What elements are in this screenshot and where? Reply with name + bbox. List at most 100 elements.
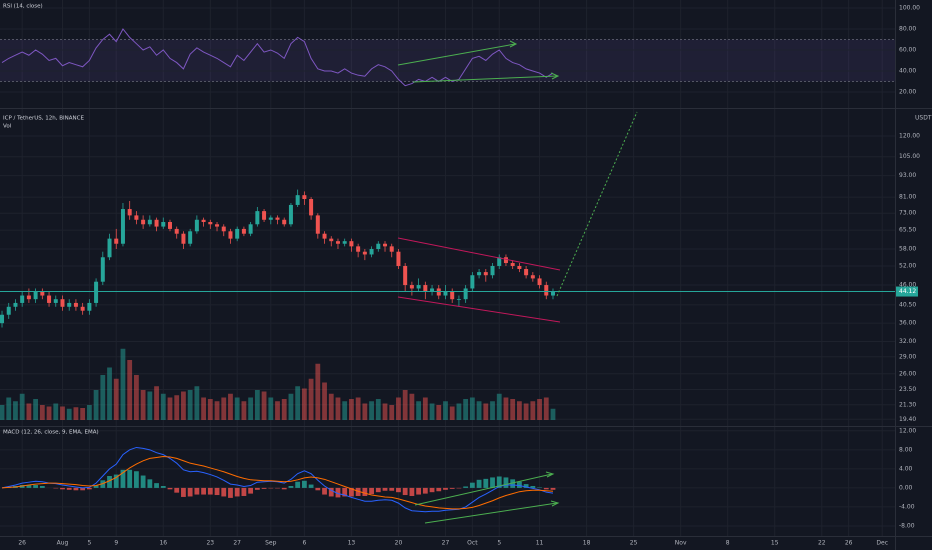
macd-trendline [424, 502, 558, 524]
volume-bar [483, 403, 489, 420]
candle-body [60, 299, 65, 307]
volume-bar [100, 375, 106, 420]
volume-bar [39, 405, 45, 420]
volume-bar [66, 408, 72, 420]
volume-bar [382, 403, 388, 420]
volume-bar [490, 401, 495, 420]
candle-body [288, 204, 293, 225]
macd-histogram-bar [389, 487, 395, 491]
volume-bar [214, 401, 220, 420]
volume-bar [362, 403, 368, 420]
candle-body [524, 269, 529, 276]
macd-histogram-bar [543, 487, 549, 490]
volume-bar [543, 397, 549, 420]
volume-bar [167, 397, 173, 420]
x-tick-label: 15 [771, 540, 779, 547]
y-tick-label: 105.00 [899, 153, 920, 160]
candle-body [201, 219, 206, 223]
macd-histogram-bar [322, 487, 327, 495]
volume-bar [26, 403, 32, 420]
volume-bar [369, 401, 374, 420]
candle-body [409, 285, 414, 289]
rsi-line [1, 28, 554, 87]
y-tick-label: 8.00 [899, 446, 913, 453]
x-tick-label: 5 [87, 540, 91, 547]
candle-body [194, 219, 199, 232]
macd-histogram-bar [127, 469, 133, 488]
x-tick-label: 26 [845, 540, 853, 547]
candle-body [403, 265, 408, 286]
candle-body [255, 211, 260, 225]
candle-body [383, 243, 388, 247]
macd-histogram-bar [530, 485, 536, 488]
volume-bar [375, 399, 381, 420]
volume-bar [530, 401, 536, 420]
channel-line [397, 237, 561, 271]
volume-bar [113, 378, 119, 420]
candle-body [161, 222, 166, 227]
macd-histogram-bar [214, 487, 220, 496]
candle-body [174, 228, 179, 234]
candle-body [362, 251, 367, 255]
macd-histogram-bar [463, 486, 469, 488]
macd-histogram-bar [436, 487, 442, 492]
x-tick-label: 25 [630, 540, 638, 547]
candle-body [416, 285, 421, 289]
candle-body [315, 215, 320, 234]
x-tick-label: 9 [114, 540, 118, 547]
macd-histogram-bar [281, 487, 287, 490]
candle-body [248, 224, 253, 234]
volume-bar [127, 360, 133, 420]
candle-body [268, 217, 273, 220]
macd-histogram-bar [33, 485, 39, 488]
macd-histogram-bar [349, 487, 354, 497]
labels: RSI (14, close) ICP / TetherUS, 12h, BIN… [3, 4, 932, 547]
candle-body [228, 231, 233, 239]
volume-bar [60, 406, 65, 420]
x-tick-label: 11 [536, 540, 544, 547]
candle-body [450, 291, 455, 300]
macd-histogram-bar [80, 487, 86, 491]
volume-bar [0, 405, 5, 420]
volume-title: Vol [3, 124, 12, 130]
macd-histogram-bar [174, 487, 180, 493]
volume-bar [449, 406, 455, 420]
volume-bar [456, 403, 462, 420]
candle-body [329, 238, 334, 242]
volume-bar [46, 406, 52, 420]
candle-body [208, 222, 213, 225]
candle-body [423, 285, 428, 292]
macd-histogram-bar [93, 485, 99, 488]
volume-bar [523, 403, 529, 420]
current-price-label: 44.12 [899, 288, 916, 295]
volume-bar [389, 405, 395, 420]
macd-histogram-bar [113, 474, 119, 488]
macd-histogram-bar [422, 487, 428, 494]
y-tick-label: 80.00 [899, 25, 916, 32]
volume-bar [107, 367, 112, 420]
macd-histogram-bar [60, 487, 65, 490]
candle-body [47, 295, 52, 303]
macd-histogram-bar [160, 485, 166, 488]
volume-bar [288, 393, 294, 420]
x-tick-label: 20 [395, 540, 403, 547]
macd-histogram-bar [443, 487, 448, 490]
volume-bar [140, 390, 146, 420]
volume-bar [436, 405, 442, 420]
macd-histogram-bar [342, 487, 348, 497]
candle-body [309, 199, 314, 216]
candle-body [490, 265, 495, 276]
volume-bar [254, 390, 260, 420]
volume-bar [207, 399, 213, 420]
macd-histogram-bar [66, 487, 72, 490]
candle-body [73, 302, 78, 307]
macd-histogram-bar [301, 480, 307, 488]
arrow-head [550, 72, 560, 80]
candle-body [537, 278, 542, 286]
macd-histogram-bar [140, 475, 146, 488]
candle-body [510, 263, 515, 266]
candle-body [134, 215, 139, 220]
candle-body [389, 246, 394, 252]
macd-histogram-bar [328, 487, 334, 497]
